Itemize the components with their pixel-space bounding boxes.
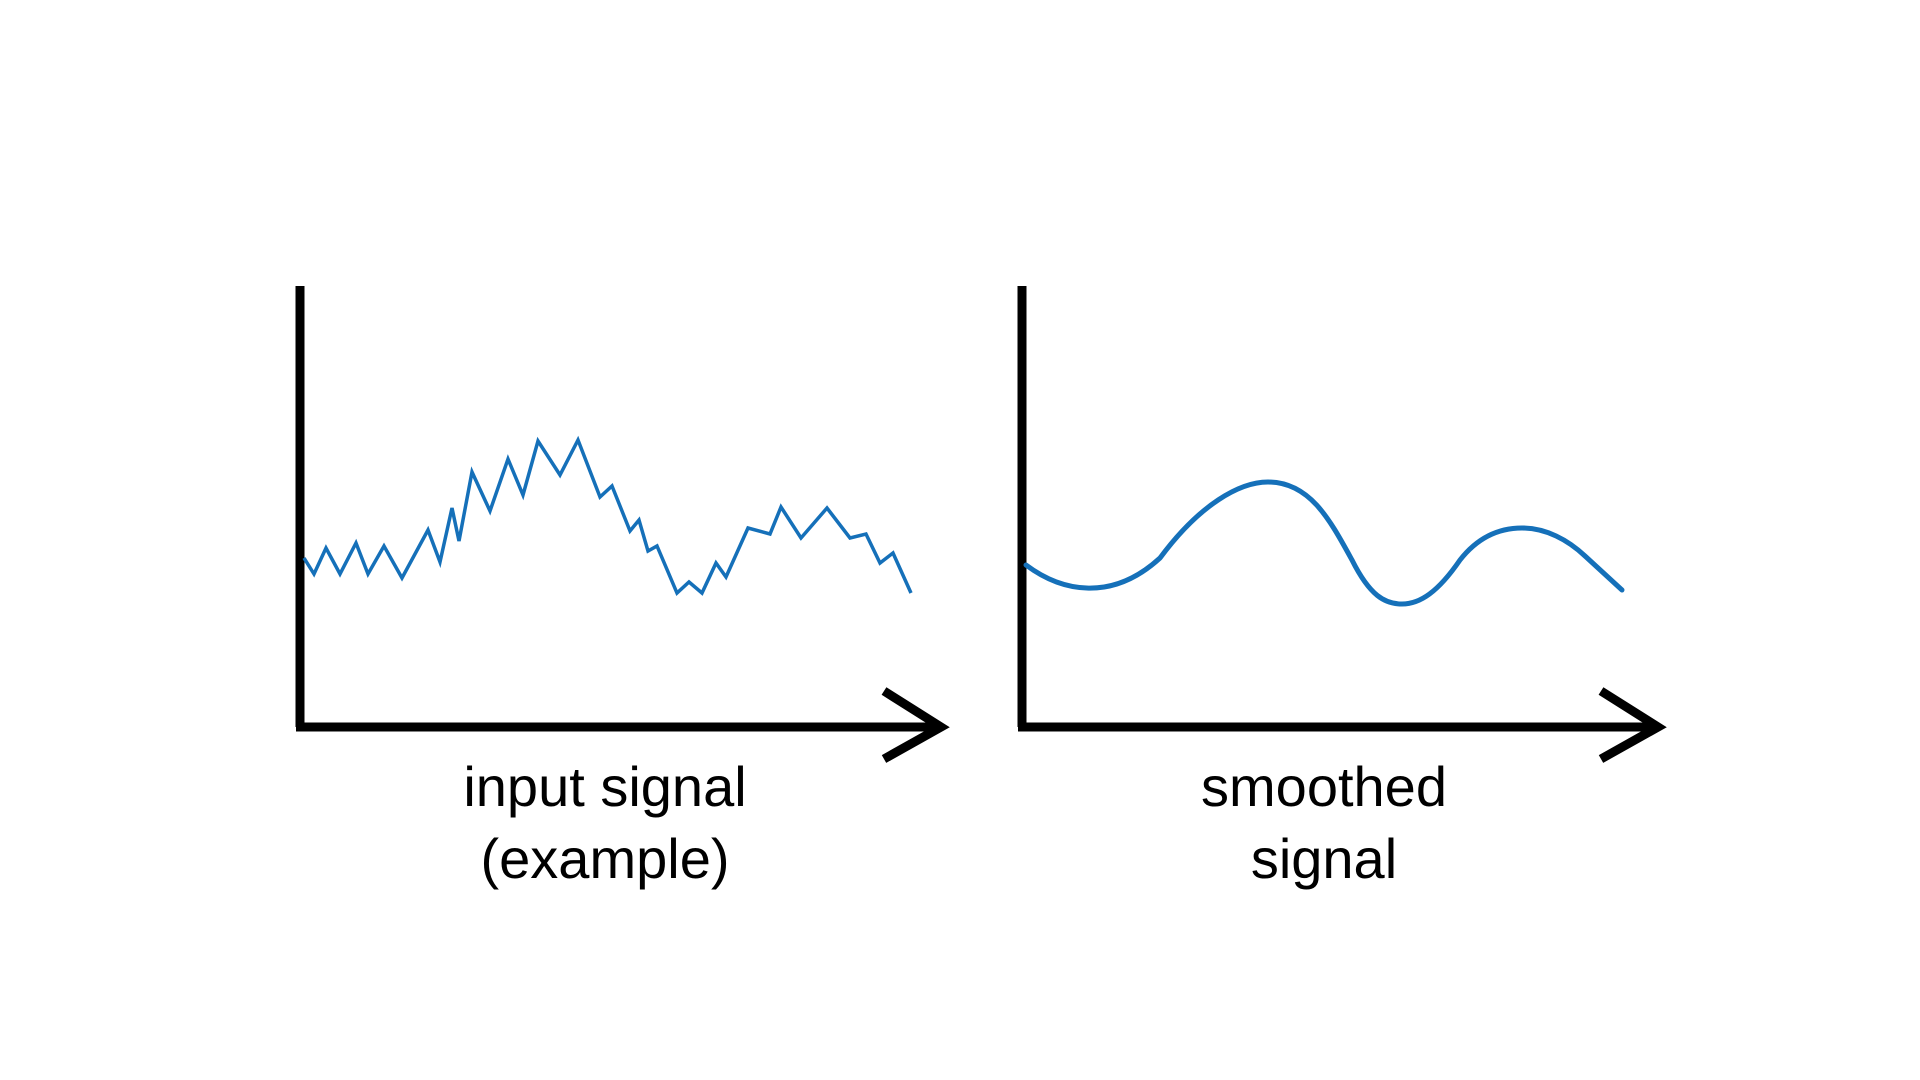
- smoothed-panel-axes: [1017, 286, 1667, 763]
- smoothed-caption-line-1: smoothed: [1201, 755, 1447, 818]
- input-signal-line: [302, 435, 913, 596]
- smoothed-x-axis-arrowhead: [1598, 687, 1667, 763]
- smoothed-signal-curve: [1023, 479, 1625, 607]
- smoothed-signal-caption: smoothed signal: [1074, 751, 1574, 895]
- smoothed-caption-line-2: signal: [1250, 827, 1398, 890]
- input-x-axis-arrowhead: [881, 687, 950, 763]
- input-caption-line-1: input signal: [463, 755, 747, 818]
- input-panel-axes: [295, 286, 950, 763]
- input-caption-line-2: (example): [480, 827, 730, 890]
- input-signal-caption: input signal (example): [355, 751, 855, 895]
